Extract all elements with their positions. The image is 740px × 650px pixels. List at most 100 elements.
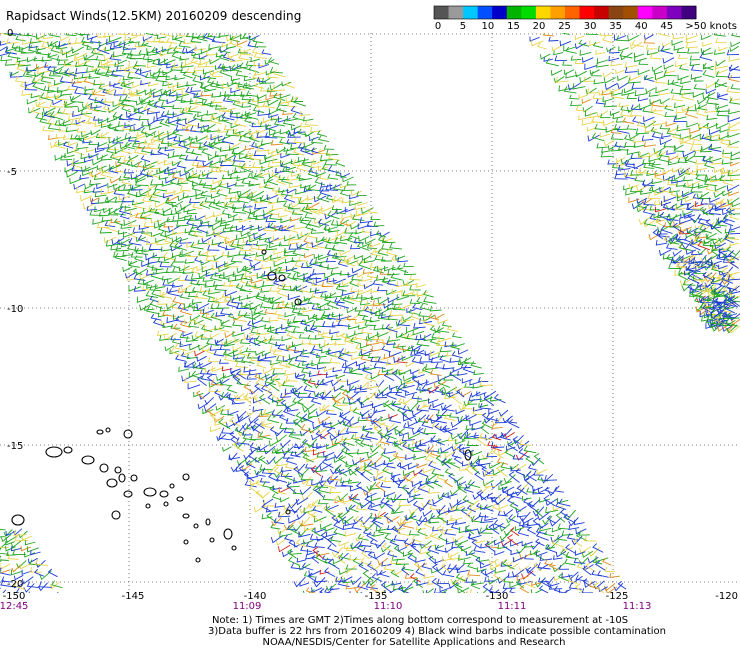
wind-barb	[184, 228, 195, 234]
wind-barb	[449, 487, 461, 496]
wind-barb	[395, 558, 409, 565]
wind-barb	[413, 453, 427, 460]
wind-barb	[579, 592, 581, 593]
wind-barb	[422, 588, 434, 593]
wind-barb	[112, 111, 125, 121]
wind-barb	[428, 404, 440, 411]
wind-barb	[68, 115, 80, 121]
wind-barb	[186, 219, 198, 227]
wind-barb	[530, 457, 541, 467]
wind-barb	[141, 213, 152, 219]
wind-barb	[96, 44, 110, 55]
wind-barb	[685, 42, 699, 49]
wind-barb	[507, 441, 518, 452]
wind-barb	[141, 145, 155, 155]
wind-barb	[728, 325, 740, 334]
wind-barb	[716, 237, 729, 246]
wind-barb	[72, 158, 86, 165]
wind-barb	[255, 129, 266, 135]
wind-barb	[389, 242, 403, 250]
wind-barb	[92, 159, 104, 166]
wind-barb	[676, 153, 688, 159]
wind-barb	[731, 202, 740, 208]
wind-barb	[115, 245, 129, 252]
wind-barb	[210, 312, 223, 321]
wind-barb	[197, 343, 210, 351]
wind-barb	[201, 148, 212, 157]
wind-barb	[267, 72, 279, 79]
wind-barb	[320, 313, 332, 320]
wind-barb	[265, 244, 278, 251]
wind-barb	[664, 104, 674, 112]
wind-barb	[183, 206, 196, 213]
wind-barb	[363, 465, 374, 475]
wind-barb	[278, 413, 289, 422]
wind-barb	[243, 366, 257, 373]
wind-barb	[684, 109, 698, 119]
wind-barb	[458, 446, 471, 459]
wind-barb	[317, 329, 331, 336]
wind-barb	[252, 162, 265, 168]
wind-barb	[497, 510, 508, 517]
wind-barb	[169, 178, 182, 187]
wind-barb	[375, 481, 386, 493]
wind-barb	[220, 319, 230, 325]
wind-barb	[280, 162, 291, 169]
wind-barb	[369, 538, 382, 547]
wind-barb	[221, 251, 232, 257]
wind-barb	[434, 423, 445, 433]
wind-barb	[599, 113, 611, 119]
wind-barb	[297, 271, 309, 278]
wind-barb	[71, 78, 82, 84]
wind-barb	[105, 223, 119, 233]
wind-barb	[595, 98, 607, 105]
wind-barb	[17, 60, 31, 67]
wind-barb	[399, 462, 413, 469]
wind-barb	[714, 185, 726, 192]
wind-barb	[3, 33, 16, 36]
wind-barb	[35, 101, 47, 107]
wind-barb	[484, 514, 498, 521]
wind-barb	[16, 560, 27, 569]
wind-barb	[113, 208, 126, 216]
wind-barb	[300, 262, 313, 269]
longitude-label: -125	[606, 591, 629, 602]
wind-barb	[707, 272, 720, 279]
island-outline	[464, 449, 472, 461]
wind-barb	[76, 76, 89, 83]
wind-barb	[148, 204, 162, 212]
wind-barb	[124, 66, 136, 74]
wind-barb	[205, 50, 218, 56]
wind-barb	[160, 110, 174, 119]
wind-barb	[330, 219, 345, 227]
wind-barb	[413, 485, 426, 494]
wind-barb	[701, 315, 714, 322]
wind-barb	[232, 271, 245, 277]
wind-barb	[246, 474, 259, 480]
wind-barb	[311, 280, 325, 286]
island-outline	[294, 298, 302, 306]
wind-barb	[107, 123, 119, 131]
wind-barb	[268, 222, 283, 232]
wind-barb	[571, 600, 581, 607]
wind-barb	[349, 485, 362, 492]
wind-barb	[246, 193, 258, 202]
wind-barb	[690, 249, 703, 256]
wind-barb	[159, 306, 172, 312]
island-outline	[159, 490, 169, 498]
wind-barb	[680, 200, 691, 206]
wind-barb	[609, 87, 620, 94]
wind-barb	[93, 47, 107, 55]
wind-barb	[438, 509, 451, 516]
wind-barb	[677, 74, 689, 81]
wind-barb	[334, 208, 346, 214]
wind-barb	[204, 396, 215, 405]
wind-barb	[652, 229, 664, 240]
wind-barb	[287, 131, 301, 138]
wind-barb	[463, 433, 477, 440]
wind-barb	[149, 285, 161, 292]
wind-barb	[702, 63, 715, 70]
wind-barb	[324, 273, 336, 279]
legend-tick-label: 25	[558, 21, 571, 32]
wind-barb	[206, 126, 221, 133]
